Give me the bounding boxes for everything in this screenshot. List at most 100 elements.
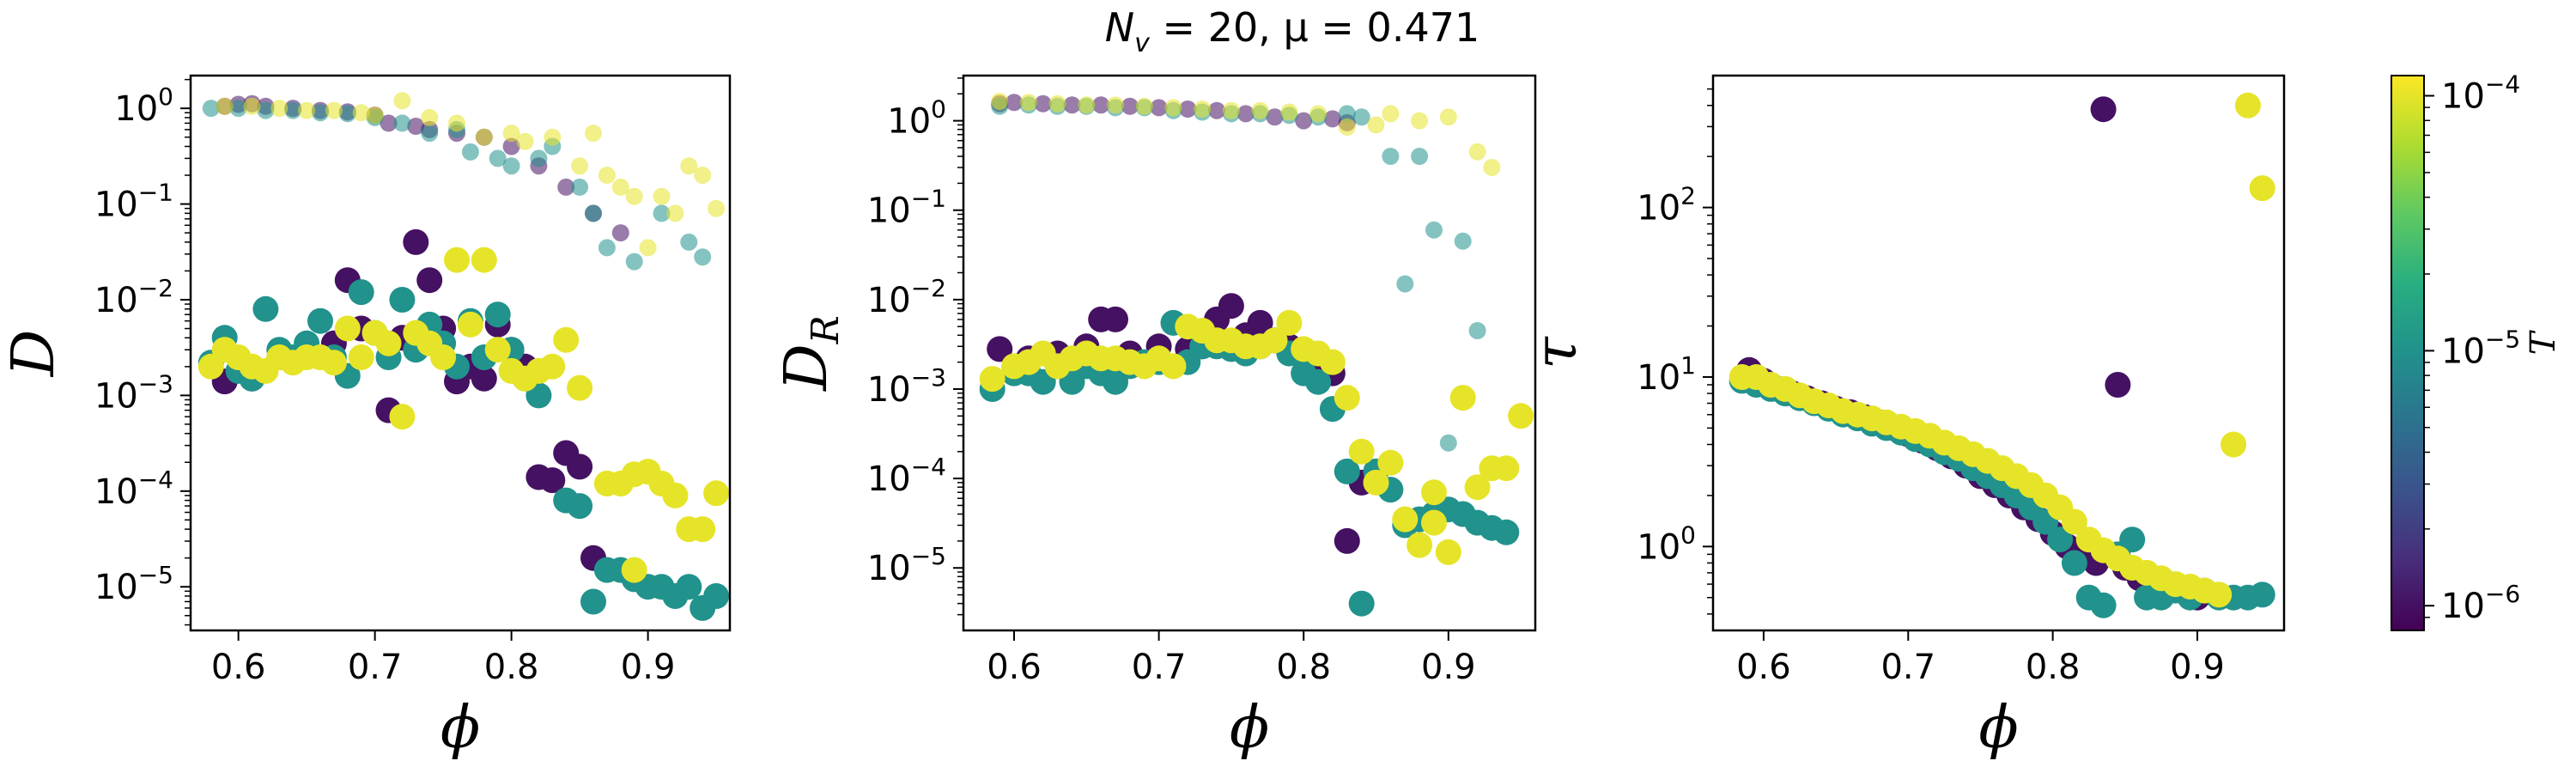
data-point (2249, 175, 2275, 202)
x-tick-label: 0.7 (348, 648, 403, 687)
data-point (444, 247, 470, 273)
data-point (703, 583, 730, 609)
data-point-faint (1338, 105, 1356, 123)
data-point (1334, 527, 1360, 554)
data-point-faint (1208, 101, 1226, 119)
data-point-faint (1019, 94, 1037, 112)
scatter-points (1728, 92, 2275, 618)
data-point-faint (991, 93, 1009, 110)
data-point (484, 337, 511, 363)
x-tick-label: 0.9 (621, 648, 676, 687)
data-point (484, 301, 511, 328)
x-tick-label: 0.6 (211, 648, 266, 687)
data-point (1493, 519, 1520, 545)
data-point-faint (202, 100, 220, 118)
data-point (375, 330, 402, 356)
title-subscript: v (1134, 28, 1151, 58)
data-point-faint (1034, 94, 1052, 113)
colorbar-frame (2391, 75, 2425, 631)
data-point-faint (1338, 118, 1356, 136)
data-point-faint (694, 167, 712, 184)
data-point-faint (216, 97, 234, 115)
x-tick-label: 0.6 (1736, 648, 1791, 687)
data-point (2090, 96, 2117, 123)
data-point-faint (270, 100, 289, 118)
data-point-faint (1454, 232, 1472, 250)
data-point (307, 307, 333, 334)
data-point-faint (557, 178, 575, 196)
data-point-faint (475, 128, 493, 146)
y-tick-label: 10−2 (94, 274, 173, 320)
x-tick-label: 0.9 (2170, 648, 2225, 687)
data-point-faint (530, 149, 548, 167)
x-axis-label: ϕ (1230, 694, 1269, 762)
data-point (2119, 526, 2146, 553)
data-point (403, 228, 429, 255)
data-point-faint (1323, 110, 1341, 128)
data-point (389, 404, 416, 430)
data-point-faint (1150, 99, 1168, 117)
data-point-faint (284, 101, 302, 119)
data-point-faint (1483, 159, 1501, 176)
y-axis-label: D (0, 330, 68, 379)
data-point-faint (502, 137, 520, 155)
data-point-faint (516, 132, 534, 150)
figure-title: Nv = 20, μ = 0.471 (1105, 4, 1480, 58)
data-point-faint (625, 253, 643, 271)
data-point-faint (1063, 96, 1081, 114)
x-axis-label: ϕ (1978, 694, 2018, 762)
data-point (567, 453, 593, 480)
data-point-faint (611, 178, 629, 196)
data-point-faint (298, 101, 316, 119)
data-point-faint (421, 108, 439, 126)
colorbar-label: T (2524, 329, 2563, 355)
data-point-faint (502, 125, 520, 143)
data-point-faint (1092, 96, 1110, 114)
data-point (2221, 431, 2247, 458)
data-point-faint (1411, 112, 1429, 130)
data-point (416, 267, 443, 294)
data-point-faint (639, 239, 657, 257)
data-point (1247, 309, 1273, 336)
data-point (471, 247, 497, 273)
data-point (389, 287, 416, 313)
data-point (690, 516, 716, 543)
data-point (1508, 403, 1534, 429)
data-point (1435, 539, 1461, 565)
data-point-faint (585, 125, 602, 143)
data-point-faint (325, 101, 343, 119)
data-point-faint (1367, 116, 1385, 134)
data-point (2105, 372, 2131, 398)
data-point-faint (1382, 148, 1400, 165)
data-point-faint (489, 149, 507, 167)
data-point-faint (1382, 105, 1400, 123)
x-tick-label: 0.8 (2026, 648, 2081, 687)
data-point (457, 311, 483, 338)
data-point-faint (1222, 101, 1240, 119)
data-point (2047, 526, 2074, 553)
y-tick-label: 100 (887, 95, 946, 142)
y-axis-label: τ (1522, 336, 1590, 369)
data-point-faint (1005, 94, 1023, 112)
data-point (1348, 590, 1375, 617)
data-point-faint (1280, 103, 1298, 121)
data-point-faint (571, 157, 589, 175)
data-point (1103, 306, 1128, 332)
data-point-faint (1078, 96, 1096, 114)
data-point-faint (1266, 108, 1284, 126)
data-point (348, 279, 374, 306)
data-point-faint (1295, 112, 1313, 130)
y-axis-label: DR (773, 315, 848, 393)
y-tick-label: 10−2 (867, 274, 946, 320)
data-point (1334, 458, 1360, 484)
data-point (1406, 532, 1433, 558)
data-point-faint (1425, 221, 1443, 239)
data-point (1363, 469, 1389, 496)
y-tick-label: 100 (114, 82, 173, 129)
data-point-faint (544, 128, 562, 146)
colorbar-tick-label: 10−5 (2441, 325, 2520, 371)
data-point (703, 480, 730, 507)
data-point-faint (611, 224, 629, 242)
data-point-faint (1194, 100, 1212, 118)
